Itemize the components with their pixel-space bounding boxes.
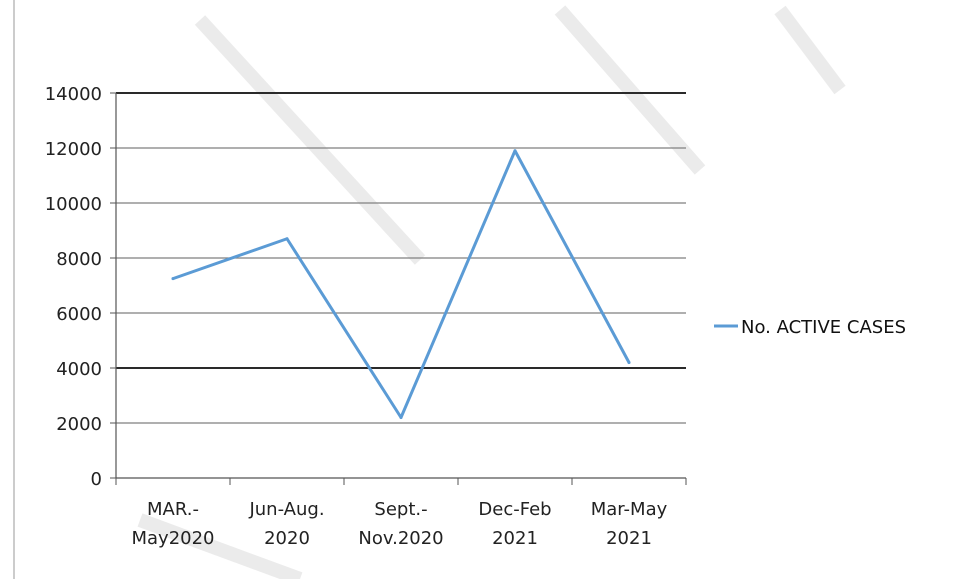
x-tick-label-line: Jun-Aug.	[248, 499, 324, 520]
x-tick-label: Jun-Aug. 2020	[248, 499, 324, 549]
x-tick-label: Sept.- Nov.2020	[358, 499, 443, 549]
watermark	[137, 5, 846, 583]
data-point	[171, 277, 175, 281]
y-tick-label: 6000	[56, 304, 102, 325]
y-tick-label: 10000	[45, 194, 102, 215]
y-tick-label: 2000	[56, 414, 102, 435]
legend-label: No. ACTIVE CASES	[741, 317, 906, 338]
y-tick-label: 8000	[56, 249, 102, 270]
x-tick-label: Dec-Feb 2021	[478, 499, 551, 549]
y-tick-label: 4000	[56, 359, 102, 380]
data-point	[513, 149, 517, 153]
gridlines	[116, 92, 686, 424]
y-tick-label: 14000	[45, 84, 102, 105]
x-tick-label-line: 2020	[264, 528, 310, 549]
x-tick-label: MAR.- May2020	[131, 499, 214, 549]
x-tick-label-line: MAR.-	[147, 499, 199, 520]
y-tick-label: 0	[91, 469, 102, 490]
data-point	[285, 237, 289, 241]
data-point	[627, 361, 631, 364]
axes	[110, 92, 687, 485]
series-line	[171, 149, 631, 419]
legend: No. ACTIVE CASES	[714, 317, 906, 338]
y-tick-label: 12000	[45, 139, 102, 160]
x-tick-label-line: Sept.-	[374, 499, 427, 520]
x-tick-label: Mar-May 2021	[591, 499, 668, 549]
data-point	[399, 416, 403, 419]
x-tick-label-line: 2021	[492, 528, 538, 549]
x-tick-label-line: Nov.2020	[358, 528, 443, 549]
y-tick-labels: 0 2000 4000 6000 8000 10000 12000 14000	[45, 84, 102, 490]
x-tick-label-line: 2021	[606, 528, 652, 549]
x-tick-label-line: Dec-Feb	[478, 499, 551, 520]
series	[171, 149, 631, 419]
x-tick-label-line: May2020	[131, 528, 214, 549]
x-tick-label-line: Mar-May	[591, 499, 668, 520]
x-tick-labels: MAR.- May2020 Jun-Aug. 2020 Sept.- Nov.2020 De…	[131, 499, 667, 549]
